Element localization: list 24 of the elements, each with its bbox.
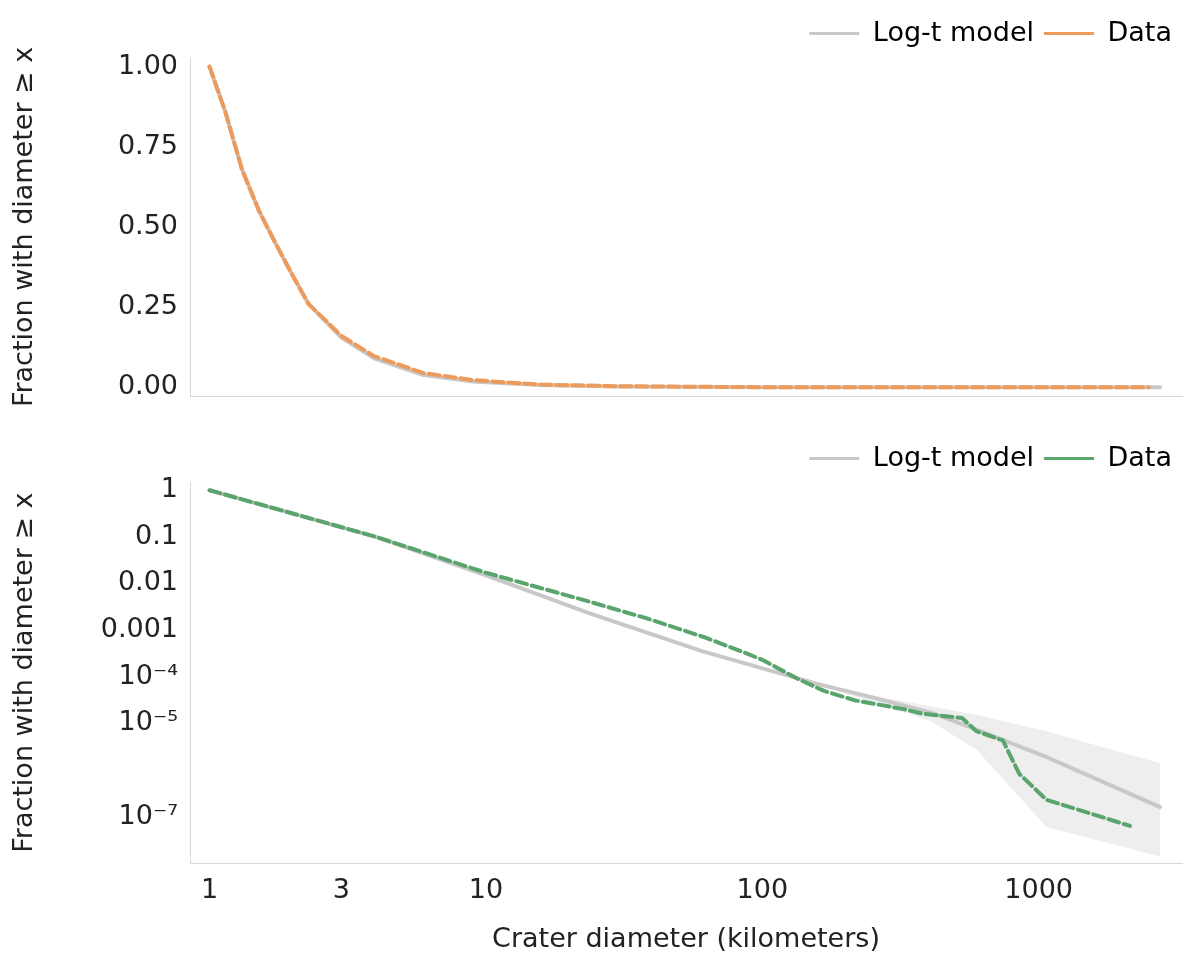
x-tick-label: 1 (200, 873, 219, 905)
legend-label: Data (1107, 15, 1172, 47)
legend-label: Log-t model (872, 440, 1035, 472)
y-axis-title: Fraction with diameter ≥ x (7, 46, 39, 408)
legend-label: Data (1107, 440, 1172, 472)
y-tick-label: 1 (160, 472, 178, 504)
x-tick-label: 100 (736, 873, 789, 905)
x-axis-title: Crater diameter (kilometers) (492, 921, 880, 953)
y-tick-label: 1.00 (117, 48, 178, 80)
x-tick-label: 3 (332, 873, 350, 905)
y-tick-label: 0.001 (100, 612, 178, 644)
y-axis-title: Fraction with diameter ≥ x (7, 492, 39, 853)
y-tick-label: 0.01 (117, 565, 178, 597)
y-tick-label: 0.25 (117, 289, 178, 321)
y-tick-label: 0.00 (117, 369, 178, 401)
y-tick-label: 0.1 (135, 518, 178, 550)
y-tick-label: 0.50 (117, 208, 178, 240)
x-tick-label: 1000 (1004, 873, 1074, 905)
y-tick-label: 10⁻⁵ (118, 705, 178, 737)
x-tick-label: 10 (468, 873, 504, 905)
y-tick-label: 10⁻⁷ (118, 798, 178, 830)
y-tick-label: 0.75 (117, 128, 178, 160)
legend-label: Log-t model (872, 15, 1035, 47)
y-tick-label: 10⁻⁴ (118, 658, 178, 690)
